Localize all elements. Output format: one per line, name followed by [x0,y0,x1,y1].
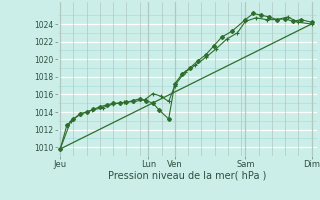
X-axis label: Pression niveau de la mer( hPa ): Pression niveau de la mer( hPa ) [108,171,266,181]
